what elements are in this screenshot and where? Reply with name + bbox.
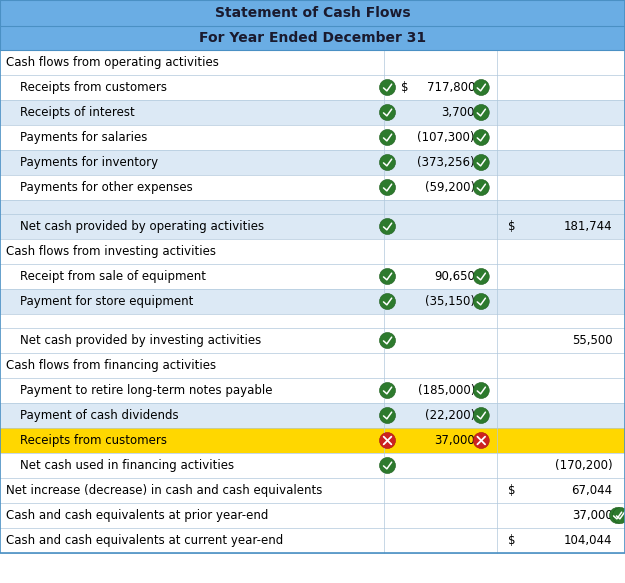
Text: (59,200): (59,200) [425, 181, 475, 194]
FancyBboxPatch shape [0, 100, 625, 125]
Text: (35,150): (35,150) [425, 295, 475, 308]
Circle shape [379, 458, 396, 473]
Circle shape [379, 129, 396, 146]
Text: Payments for inventory: Payments for inventory [20, 156, 158, 169]
Circle shape [473, 293, 489, 310]
Text: 67,044: 67,044 [571, 484, 612, 497]
Circle shape [473, 408, 489, 423]
FancyBboxPatch shape [0, 150, 625, 175]
Text: 37,000: 37,000 [572, 509, 612, 522]
Text: Cash and cash equivalents at current year-end: Cash and cash equivalents at current yea… [6, 534, 284, 547]
Circle shape [473, 129, 489, 146]
FancyBboxPatch shape [0, 528, 625, 553]
Text: 181,744: 181,744 [564, 220, 612, 233]
Text: (107,300): (107,300) [418, 131, 475, 144]
Text: Receipts from customers: Receipts from customers [20, 81, 168, 94]
Circle shape [379, 104, 396, 121]
Text: Receipt from sale of equipment: Receipt from sale of equipment [20, 270, 206, 283]
FancyBboxPatch shape [0, 50, 625, 75]
Text: (373,256): (373,256) [418, 156, 475, 169]
Circle shape [473, 79, 489, 96]
FancyBboxPatch shape [0, 200, 625, 214]
Circle shape [473, 269, 489, 285]
Text: 55,500: 55,500 [572, 334, 612, 347]
Text: Net increase (decrease) in cash and cash equivalents: Net increase (decrease) in cash and cash… [6, 484, 322, 497]
FancyBboxPatch shape [0, 503, 625, 528]
FancyBboxPatch shape [0, 175, 625, 200]
Circle shape [379, 79, 396, 96]
Text: Cash and cash equivalents at prior year-end: Cash and cash equivalents at prior year-… [6, 509, 269, 522]
FancyBboxPatch shape [0, 75, 625, 100]
Text: Net cash provided by operating activities: Net cash provided by operating activitie… [20, 220, 264, 233]
Text: 104,044: 104,044 [564, 534, 612, 547]
Text: Payments for other expenses: Payments for other expenses [20, 181, 193, 194]
Text: (170,200): (170,200) [555, 459, 612, 472]
Text: Payment to retire long-term notes payable: Payment to retire long-term notes payabl… [20, 384, 272, 397]
Text: $: $ [508, 220, 515, 233]
Circle shape [379, 433, 396, 448]
FancyBboxPatch shape [0, 26, 625, 50]
FancyBboxPatch shape [0, 289, 625, 314]
Text: Net cash used in financing activities: Net cash used in financing activities [20, 459, 234, 472]
Circle shape [379, 180, 396, 195]
Text: Payment for store equipment: Payment for store equipment [20, 295, 194, 308]
Circle shape [379, 269, 396, 285]
Text: Cash flows from operating activities: Cash flows from operating activities [6, 56, 219, 69]
Text: 717,800: 717,800 [427, 81, 475, 94]
Text: $: $ [508, 484, 515, 497]
Circle shape [473, 433, 489, 448]
FancyBboxPatch shape [0, 403, 625, 428]
Text: $: $ [508, 534, 515, 547]
Text: Net cash provided by investing activities: Net cash provided by investing activitie… [20, 334, 261, 347]
Circle shape [379, 154, 396, 170]
Circle shape [379, 332, 396, 349]
FancyBboxPatch shape [0, 0, 625, 26]
Circle shape [379, 293, 396, 310]
FancyBboxPatch shape [0, 328, 625, 353]
Text: $: $ [401, 81, 408, 94]
Circle shape [379, 219, 396, 234]
FancyBboxPatch shape [0, 453, 625, 478]
Text: (22,200): (22,200) [425, 409, 475, 422]
Circle shape [609, 507, 625, 524]
Circle shape [473, 382, 489, 399]
Circle shape [612, 507, 625, 524]
Text: Cash flows from financing activities: Cash flows from financing activities [6, 359, 216, 372]
Text: 90,650: 90,650 [434, 270, 475, 283]
FancyBboxPatch shape [0, 314, 625, 328]
FancyBboxPatch shape [0, 239, 625, 264]
Circle shape [473, 104, 489, 121]
Text: Payment of cash dividends: Payment of cash dividends [20, 409, 179, 422]
FancyBboxPatch shape [0, 378, 625, 403]
FancyBboxPatch shape [0, 264, 625, 289]
FancyBboxPatch shape [0, 428, 625, 453]
Text: 37,000: 37,000 [434, 434, 475, 447]
Text: Receipts from customers: Receipts from customers [20, 434, 168, 447]
FancyBboxPatch shape [0, 478, 625, 503]
Circle shape [473, 154, 489, 170]
FancyBboxPatch shape [0, 353, 625, 378]
Circle shape [379, 408, 396, 423]
Text: For Year Ended December 31: For Year Ended December 31 [199, 31, 426, 45]
Circle shape [473, 180, 489, 195]
Text: Receipts of interest: Receipts of interest [20, 106, 135, 119]
Text: 3,700: 3,700 [442, 106, 475, 119]
Circle shape [379, 382, 396, 399]
Text: (185,000): (185,000) [418, 384, 475, 397]
FancyBboxPatch shape [0, 214, 625, 239]
Text: Cash flows from investing activities: Cash flows from investing activities [6, 245, 216, 258]
FancyBboxPatch shape [0, 125, 625, 150]
Text: Statement of Cash Flows: Statement of Cash Flows [215, 6, 411, 20]
Text: Payments for salaries: Payments for salaries [20, 131, 148, 144]
